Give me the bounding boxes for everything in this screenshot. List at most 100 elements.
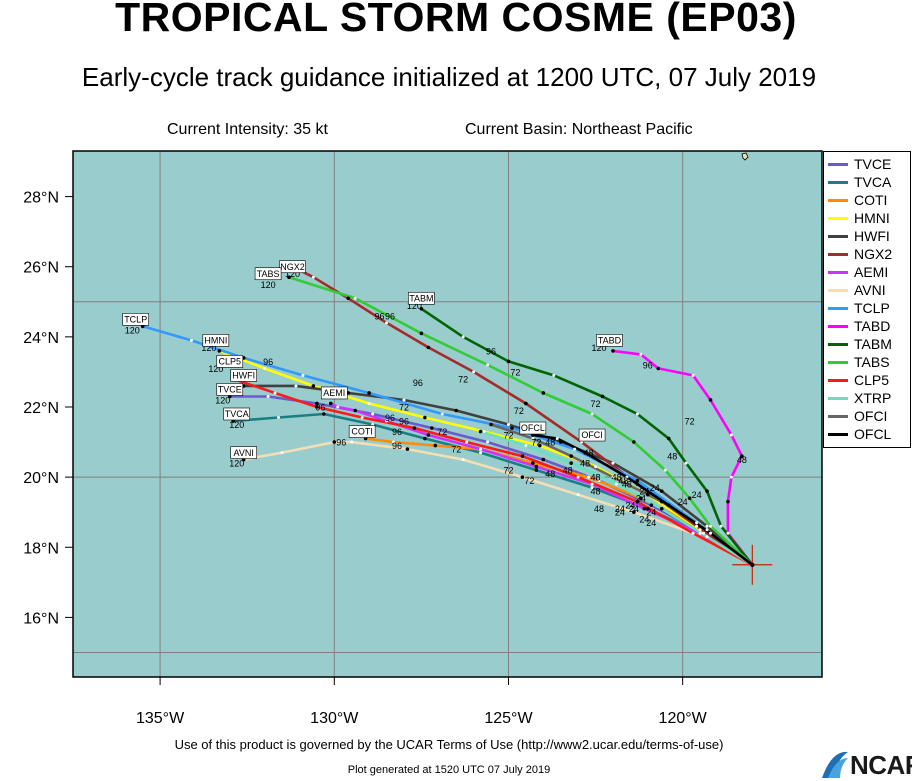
track-point-ofci bbox=[611, 475, 615, 479]
hour-label: 48 bbox=[563, 466, 573, 476]
legend-swatch bbox=[828, 433, 848, 436]
y-tick-label: 26°N bbox=[23, 260, 59, 277]
track-point-tabd bbox=[726, 499, 730, 504]
track-point-tclp bbox=[510, 426, 514, 430]
forecast-hour-labels: 1201201209696120120120120120120120120969… bbox=[125, 269, 747, 528]
hour-label: 24 bbox=[646, 508, 656, 518]
track-point-hwfi bbox=[402, 398, 406, 402]
legend-label: TVCA bbox=[854, 174, 892, 190]
track-point-ofci bbox=[489, 422, 493, 427]
track-point-hwfi bbox=[558, 440, 563, 444]
legend-swatch bbox=[828, 289, 848, 292]
endpoint-label-text: AVNI bbox=[234, 448, 254, 458]
track-point-tabs bbox=[353, 296, 357, 300]
track-point-clp5 bbox=[520, 454, 525, 458]
x-tick-label: 130°W bbox=[310, 710, 359, 727]
endpoint-label-box bbox=[216, 383, 244, 396]
chart-title: TROPICAL STORM COSME (EP03) bbox=[115, 0, 797, 40]
hour-label: 24 bbox=[692, 490, 702, 500]
track-point-tclp bbox=[367, 391, 371, 395]
y-tick-label: 28°N bbox=[23, 190, 59, 207]
track-point-tabm bbox=[600, 394, 605, 399]
legend-swatch bbox=[828, 163, 848, 166]
hour-label: 120 bbox=[229, 459, 244, 469]
endpoint-label-text: OFCL bbox=[521, 423, 545, 433]
hour-label: 72 bbox=[685, 417, 695, 427]
track-point-hmni bbox=[311, 384, 316, 388]
track-point-tabm bbox=[666, 436, 671, 441]
track-point-ofcl bbox=[625, 475, 629, 479]
endpoint-label-text: TABD bbox=[598, 336, 622, 346]
endpoint-label-box bbox=[202, 334, 230, 347]
track-point-tvce bbox=[702, 531, 706, 535]
track-point-avni bbox=[332, 440, 337, 444]
x-tick-label: 120°W bbox=[659, 710, 708, 727]
track-point-tvca bbox=[479, 451, 483, 455]
track-point-clp5 bbox=[691, 531, 695, 535]
track-point-tvce bbox=[541, 457, 546, 462]
endpoint-label-box bbox=[122, 313, 150, 326]
track-point-xtrp bbox=[569, 461, 573, 465]
track-point-coti bbox=[392, 440, 396, 444]
track-point-tvca bbox=[534, 468, 539, 472]
hour-label: 24 bbox=[646, 518, 656, 528]
track-point-tclp bbox=[189, 338, 193, 342]
forecast-markers bbox=[140, 264, 744, 539]
track-point-clp5 bbox=[273, 391, 277, 395]
track-point-hmni bbox=[423, 415, 427, 420]
hour-label: 96 bbox=[399, 417, 409, 427]
hour-label: 96 bbox=[315, 402, 325, 412]
hour-label: 48 bbox=[545, 438, 555, 448]
hour-label: 72 bbox=[514, 406, 524, 416]
endpoint-label-box bbox=[230, 369, 258, 382]
hour-label: 96 bbox=[385, 311, 395, 321]
endpoint-label-text: NGX2 bbox=[280, 262, 305, 272]
hour-label: 24 bbox=[615, 508, 625, 518]
track-point-aemi bbox=[590, 482, 594, 486]
track-point-tabd bbox=[611, 349, 615, 353]
endpoint-label-tvce: TVCE bbox=[216, 383, 244, 396]
track-point-hmni bbox=[217, 349, 222, 353]
endpoint-label-text: TABM bbox=[409, 293, 433, 303]
track-point-avni bbox=[280, 451, 284, 455]
endpoint-label-text: TVCE bbox=[218, 385, 242, 395]
hour-label: 72 bbox=[524, 476, 534, 486]
track-point-tvce bbox=[371, 412, 375, 416]
legend-swatch bbox=[828, 361, 848, 364]
legend-swatch bbox=[828, 235, 848, 238]
hour-label: 96 bbox=[375, 311, 385, 321]
endpoint-label-text: CLP5 bbox=[219, 357, 242, 367]
hour-label: 72 bbox=[399, 402, 409, 412]
legend-swatch bbox=[828, 253, 848, 256]
legend-swatch bbox=[828, 199, 848, 202]
endpoint-label-text: HMNI bbox=[204, 336, 227, 346]
track-point-tabd bbox=[740, 454, 744, 458]
hour-label: 120 bbox=[208, 364, 223, 374]
hour-label: 120 bbox=[285, 269, 300, 279]
track-point-ngx2 bbox=[635, 482, 640, 486]
track-point-ofci bbox=[531, 437, 535, 441]
track-point-avni bbox=[405, 447, 410, 451]
hour-label: 48 bbox=[622, 480, 632, 490]
track-point-tabm bbox=[419, 307, 424, 311]
current-position-marker bbox=[732, 544, 773, 585]
hour-label: 96 bbox=[486, 346, 496, 356]
ncar-logo-text: NCAR bbox=[850, 750, 912, 780]
x-tick-label: 125°W bbox=[484, 710, 533, 727]
hour-label: 48 bbox=[618, 476, 628, 486]
endpoint-label-text: OFCI bbox=[581, 430, 603, 440]
legend-item-hmni: HMNI bbox=[828, 209, 912, 227]
track-point-tabs bbox=[590, 412, 594, 416]
endpoint-label-box bbox=[216, 355, 244, 368]
y-tick-label: 24°N bbox=[23, 330, 59, 347]
track-point-ofci bbox=[569, 454, 573, 458]
endpoint-label-text: COTI bbox=[351, 427, 373, 437]
track-point-avni bbox=[520, 475, 525, 479]
track-point-tabm bbox=[506, 359, 511, 364]
hour-label: 24 bbox=[629, 504, 639, 514]
hour-label: 72 bbox=[510, 367, 520, 377]
track-point-aemi bbox=[328, 401, 333, 406]
hour-label: 48 bbox=[737, 455, 747, 465]
track-point-hmni bbox=[263, 366, 267, 370]
track-point-hwfi bbox=[294, 384, 298, 388]
